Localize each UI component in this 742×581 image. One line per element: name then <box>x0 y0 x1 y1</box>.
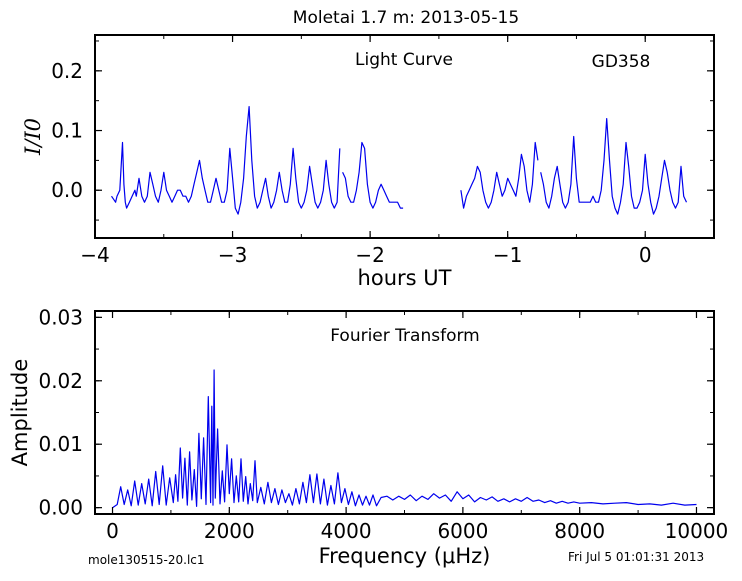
figure-title: Moletai 1.7 m: 2013-05-15 <box>292 8 520 28</box>
lc-star-name: GD358 <box>592 52 651 72</box>
ft-x-tick-label: 4000 <box>321 519 372 543</box>
lc-x-tick-label: −3 <box>218 243 247 267</box>
lc-x-tick-label: −1 <box>493 243 522 267</box>
lc-x-tick-label: 0 <box>639 243 652 267</box>
file-name-label: mole130515-20.lc1 <box>88 553 205 567</box>
lc-x-axis-label: hours UT <box>358 266 452 290</box>
ft-y-tick-label: 0.00 <box>38 496 83 520</box>
ft-y-tick-label: 0.02 <box>38 369 83 393</box>
lc-series-line <box>111 105 341 215</box>
light-curve-panel: −4 −3 −2 −1 0 0.0 0.1 0.2 Light Curve GD358 hours … <box>21 34 715 290</box>
ft-x-tick-label: 0 <box>106 519 119 543</box>
lc-y-tick-label: 0.0 <box>51 178 83 202</box>
lc-y-tick-label: 0.1 <box>51 119 83 143</box>
lc-x-tick-label: −2 <box>355 243 384 267</box>
lc-title: Light Curve <box>355 50 453 70</box>
lc-y-tick-label: 0.2 <box>51 59 83 83</box>
ft-x-axis-label: Frequency (μHz) <box>319 544 491 568</box>
ft-x-tick-label: 2000 <box>204 519 255 543</box>
lc-series-line <box>342 141 404 209</box>
ft-series-line <box>112 369 697 509</box>
ft-title: Fourier Transform <box>330 326 479 346</box>
ft-x-tick-label: 10000 <box>665 519 729 543</box>
lc-y-axis-label: I/I0 <box>21 118 45 156</box>
ft-y-tick-label: 0.03 <box>38 305 83 329</box>
lc-series-line <box>540 117 688 215</box>
ft-y-tick-label: 0.01 <box>38 432 83 456</box>
date-stamp-label: Fri Jul 5 01:01:31 2013 <box>568 550 705 564</box>
lc-axes-frame <box>94 34 715 239</box>
lc-x-tick-label: −4 <box>80 243 109 267</box>
lc-series-line <box>460 141 539 209</box>
fourier-transform-panel: 0 2000 4000 6000 8000 10000 0.00 0.01 0.02 0.03 Fo… <box>8 305 728 568</box>
ft-x-tick-label: 6000 <box>437 519 488 543</box>
ft-y-axis-label: Amplitude <box>8 359 32 467</box>
ft-x-tick-label: 8000 <box>554 519 605 543</box>
